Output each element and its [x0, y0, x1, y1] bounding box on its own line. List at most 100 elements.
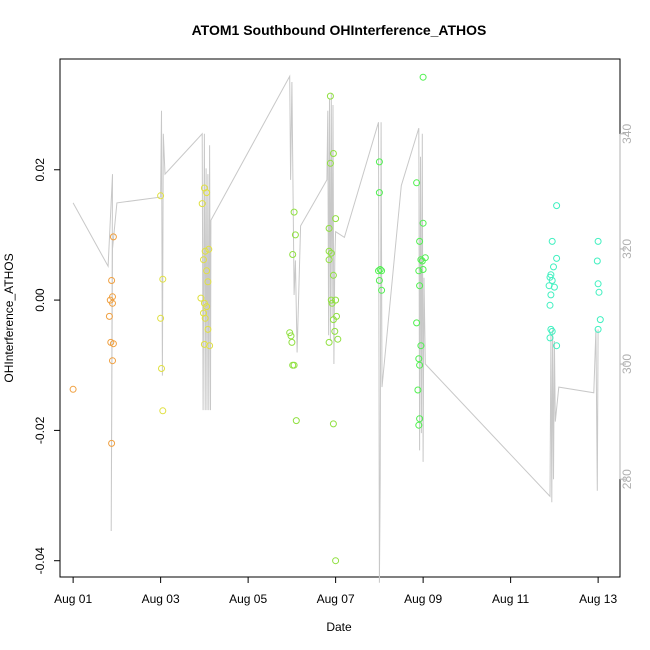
data-point [416, 415, 424, 423]
x-tick-label: Aug 11 [492, 592, 529, 606]
data-point [375, 189, 383, 197]
data-point [109, 357, 116, 365]
data-point [326, 92, 334, 100]
data-point [109, 293, 116, 301]
x-tick-label: Aug 07 [317, 592, 355, 606]
data-point [105, 312, 113, 320]
data-point [419, 219, 427, 227]
data-point [550, 283, 558, 291]
data-point [548, 237, 556, 245]
data-point [375, 158, 383, 166]
data-point [203, 189, 211, 197]
y2-tick-label: 340 [620, 123, 634, 143]
data-point [548, 277, 556, 284]
data-point [546, 301, 554, 309]
data-point [203, 267, 211, 275]
data-point [327, 249, 335, 257]
data-point [292, 417, 300, 425]
data-point [414, 386, 422, 394]
y-tick-label: 0.02 [33, 158, 47, 182]
data-point [288, 338, 296, 346]
data-point [200, 256, 207, 264]
x-tick-label: Aug 13 [579, 592, 617, 606]
data-point [417, 256, 425, 264]
data-point [332, 557, 340, 565]
chart-title: ATOM1 Southbound OHInterference_ATHOS [192, 22, 487, 38]
data-point [332, 215, 340, 223]
y-axis: -0.04 -0.02 0.00 0.02 [33, 158, 61, 575]
data-point [289, 251, 297, 258]
data-point [548, 327, 556, 335]
data-point [157, 314, 165, 322]
data-point [157, 192, 165, 200]
data-point [415, 267, 423, 275]
data-point [553, 254, 561, 262]
data-point [415, 421, 423, 429]
data-point [205, 245, 213, 253]
data-point [378, 286, 386, 294]
data-point [108, 439, 116, 447]
data-point [418, 257, 426, 265]
data-point [326, 159, 334, 167]
data-point [290, 208, 298, 216]
data-point [419, 73, 427, 81]
data-point [553, 202, 561, 210]
data-point [109, 233, 117, 241]
data-point [550, 263, 557, 271]
data-point [546, 334, 554, 342]
data-point [325, 338, 333, 346]
data-point [593, 257, 601, 265]
data-point [329, 420, 337, 428]
x-tick-label: Aug 03 [142, 592, 180, 606]
data-point [331, 327, 339, 335]
data-point [108, 277, 116, 284]
x-tick-label: Aug 05 [229, 592, 267, 606]
y-tick-label: -0.04 [33, 547, 47, 575]
data-point [158, 365, 165, 372]
y-tick-label: 0.00 [33, 288, 47, 312]
data-point [413, 319, 421, 327]
data-point [328, 299, 336, 307]
data-point [416, 361, 424, 369]
data-point [286, 329, 294, 337]
data-point [334, 335, 342, 343]
data-point [419, 266, 427, 273]
data-point [596, 316, 604, 324]
series-line [72, 74, 599, 583]
data-point [159, 407, 167, 415]
data-point [413, 179, 421, 187]
data-point [594, 237, 602, 245]
data-point [378, 267, 386, 275]
x-axis-label: Date [326, 620, 352, 634]
data-point [204, 325, 212, 333]
data-point [109, 340, 117, 348]
data-point [416, 282, 424, 290]
data-point [416, 237, 424, 245]
data-point [201, 247, 209, 255]
data-point [159, 275, 167, 283]
data-point [547, 291, 555, 299]
y2-tick-label: 280 [620, 469, 634, 489]
data-point [375, 267, 382, 275]
data-point [595, 288, 603, 296]
data-point [329, 150, 337, 157]
scatter-points [69, 73, 604, 565]
data-point [376, 266, 384, 273]
data-point [206, 342, 214, 350]
data-point [325, 256, 333, 264]
data-point [198, 200, 206, 208]
data-point [417, 342, 425, 350]
data-point [547, 325, 555, 333]
data-point [594, 325, 602, 333]
y2-tick-label: 300 [620, 354, 634, 374]
data-point [329, 316, 337, 324]
x-tick-label: Aug 01 [54, 592, 92, 606]
x-tick-label: Aug 09 [404, 592, 442, 606]
data-point [197, 294, 205, 302]
data-point [594, 280, 602, 288]
data-point [327, 296, 335, 304]
data-point [287, 332, 295, 340]
y2-tick-label: 320 [620, 239, 634, 259]
right-y-axis: 280 300 320 340 [619, 123, 634, 489]
